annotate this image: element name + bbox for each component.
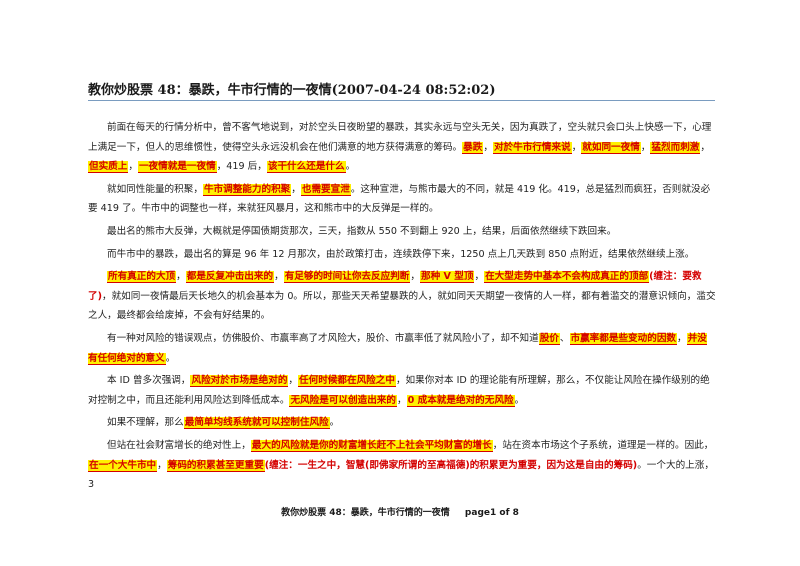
text-run: ， [410, 271, 420, 283]
highlighted-phrase: 筹码的积累甚至更重要 [166, 459, 265, 472]
highlighted-phrase: 暴跌 [462, 141, 484, 154]
highlighted-phrase: 所有真正的大顶 [107, 271, 177, 284]
text-run: ， [483, 141, 493, 153]
highlighted-phrase: 风险对於市场是绝对的 [190, 375, 289, 388]
article-body: 前面在每天的行情分析中，曾不客气地说到，对於空头日夜盼望的暴跌，其实永远与空头无… [88, 118, 716, 498]
text-run: ， [474, 271, 485, 283]
paragraph: 前面在每天的行情分析中，曾不客气地说到，对於空头日夜盼望的暴跌，其实永远与空头无… [88, 118, 716, 177]
text-run: 最出名的熊市大反弹，大概就是停国债期货那次，三天，指数从 550 不到翻上 92… [107, 225, 617, 237]
text-run: 本 ID 曾多次强调， [107, 375, 191, 387]
highlighted-phrase: 市赢率都是些变动的因数 [569, 332, 678, 345]
paragraph: 而牛市中的暴跌，最出名的算是 96 年 12 月那次，由於政策打击，连续跌停下来… [88, 245, 716, 265]
text-run: 。 [345, 161, 356, 173]
page-footer: 教你炒股票 48：暴跌，牛市行情的一夜情 page1 of 8 [0, 505, 800, 518]
text-run: ， [176, 271, 186, 283]
text-run: 但站在社会财富增长的绝对性上， [107, 439, 251, 451]
highlighted-phrase: 最大的风险就是你的财富增长赶不上社会平均财富的增长 [250, 439, 493, 452]
highlighted-phrase: 0 成本就是绝对的无风险 [406, 394, 515, 407]
footer-page-number: page1 of 8 [464, 508, 519, 518]
highlighted-phrase: 一夜情就是一夜情 [137, 161, 217, 174]
text-run: 如果不理解，那么 [107, 417, 184, 429]
highlighted-phrase: 在一个大牛市中 [88, 459, 158, 472]
text-run: ，就如同一夜情最后天长地久的机会基本为 0。所以，那些天天希望暴跌的人，就如同天… [88, 290, 716, 322]
highlighted-phrase: 无风险是可以创造出来的 [289, 394, 397, 407]
highlighted-phrase: 任何时候都在风险之中 [298, 375, 396, 388]
paragraph: 本 ID 曾多次强调，风险对於市场是绝对的，任何时候都在风险之中，如果你对本 I… [88, 371, 716, 410]
highlighted-phrase: 都是反复冲击出来的 [185, 271, 275, 284]
text-run: ， [571, 141, 582, 153]
highlighted-phrase: 就如同一夜情 [581, 141, 641, 154]
text-run: 。这种宣泄，与熊市最大的不同，就是 419 化。419，总是猛烈而疯狂，否则就没… [88, 183, 711, 215]
annotation-note: (缠注：一生之中，智慧(即佛家所谓的至高福德)的积累更为重要，因为这是自由的筹码… [264, 459, 638, 471]
text-run: ， [397, 394, 407, 406]
text-run: ， [677, 332, 687, 344]
text-run: ， [288, 375, 299, 387]
text-run: 就如同性能量的积聚， [107, 183, 203, 195]
text-run: ，419 后， [216, 161, 267, 173]
paragraph: 如果不理解，那么最简单均线系统就可以控制住风险。 [88, 413, 716, 433]
highlighted-phrase: 猛烈而刺激 [650, 141, 701, 154]
paragraph: 最出名的熊市大反弹，大概就是停国债期货那次，三天，指数从 550 不到翻上 92… [88, 222, 716, 242]
text-run: ， [291, 183, 301, 195]
title-divider [88, 100, 715, 101]
highlighted-phrase: 有足够的时间让你去反应判断 [283, 271, 411, 284]
document-title: 教你炒股票 48：暴跌，牛市行情的一夜情(2007-04-24 08:52:02… [88, 83, 496, 98]
highlighted-phrase: 在大型走势中基本不会构成真正的顶部 [484, 271, 650, 284]
highlighted-phrase: 但实质上 [88, 161, 129, 174]
text-run: 。 [329, 417, 340, 429]
paragraph: 有一种对风险的错误观点，仿佛股价、市赢率高了才风险大，股价、市赢率低了就风险小了… [88, 329, 716, 368]
footer-doc-title: 教你炒股票 48：暴跌，牛市行情的一夜情 [281, 508, 450, 518]
text-run: 。一个大的上涨，3 [88, 459, 714, 491]
text-run: ，站在资本市场这个子系统，道理是一样的。因此， [492, 439, 714, 451]
highlighted-phrase: 那种 V 型顶 [420, 271, 475, 284]
annotation-note: (缠注：要救了) [88, 271, 702, 302]
highlighted-phrase: 最简单均线系统就可以控制住风险 [183, 417, 330, 430]
text-run: ， [128, 161, 138, 173]
text-run: 前面在每天的行情分析中，曾不客气地说到，对於空头日夜盼望的暴跌，其实永远与空头无… [88, 122, 712, 153]
highlighted-phrase: 牛市调整能力的积聚 [202, 183, 292, 196]
text-run: 而牛市中的暴跌，最出名的算是 96 年 12 月那次，由於政策打击，连续跌停下来… [107, 248, 695, 260]
paragraph: 但站在社会财富增长的绝对性上，最大的风险就是你的财富增长赶不上社会平均财富的增长… [88, 436, 716, 495]
text-run: ， [700, 141, 710, 153]
paragraph: 所有真正的大顶，都是反复冲击出来的，有足够的时间让你去反应判断，那种 V 型顶，… [88, 267, 716, 326]
highlighted-phrase: 股价 [538, 332, 560, 345]
text-run: 、 [559, 332, 570, 344]
text-run: ， [640, 141, 651, 153]
text-run: 有一种对风险的错误观点，仿佛股价、市赢率高了才风险大，股价、市赢率低了就风险小了… [107, 332, 539, 344]
text-run: 。 [165, 352, 176, 364]
paragraph: 就如同性能量的积聚，牛市调整能力的积聚，也需要宣泄。这种宣泄，与熊市最大的不同，… [88, 180, 716, 219]
text-run: ， [157, 459, 167, 471]
text-run: ，如果你对本 ID 的理论能有所理解，那么，不仅能让风险在操作级别的绝对控制之中… [88, 375, 710, 406]
highlighted-phrase: 也需要宣泄 [300, 183, 351, 196]
text-run: ， [274, 271, 284, 283]
highlighted-phrase: 该干什么还是什么 [266, 161, 346, 174]
highlighted-phrase: 对於牛市行情来说 [492, 141, 572, 154]
text-run: 。 [514, 394, 525, 406]
